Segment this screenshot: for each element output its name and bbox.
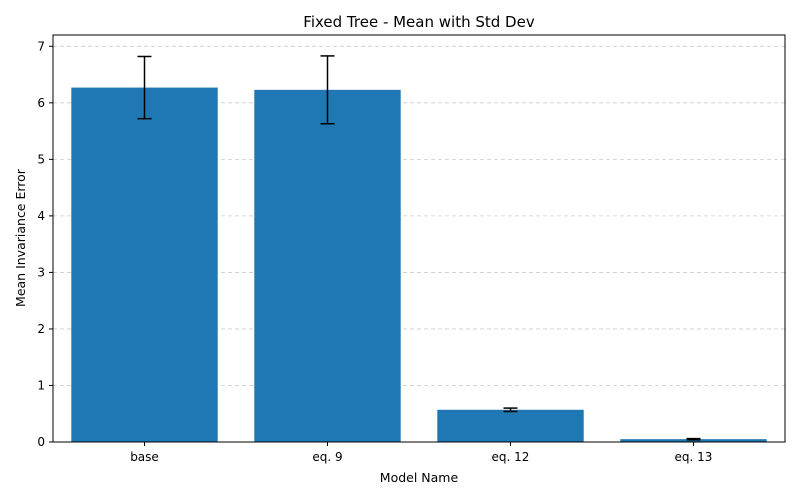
- bar-0: [71, 87, 218, 442]
- y-tick-label-7: 7: [37, 39, 45, 53]
- y-tick-label-2: 2: [37, 322, 45, 336]
- bar-1: [254, 89, 401, 443]
- x-axis-label: Model Name: [380, 470, 459, 485]
- bar-3: [620, 439, 767, 442]
- y-tick-label-6: 6: [37, 96, 45, 110]
- y-tick-label-3: 3: [37, 265, 45, 279]
- bars: [71, 87, 767, 443]
- bar-2: [437, 409, 584, 442]
- chart-title: Fixed Tree - Mean with Std Dev: [303, 13, 535, 31]
- y-axis-ticks: 0 1 2 3 4 5 6 7: [37, 39, 53, 449]
- y-tick-label-1: 1: [37, 378, 45, 392]
- error-bar-1: [320, 55, 335, 125]
- y-tick-label-4: 4: [37, 209, 45, 223]
- y-axis-label: Mean Invariance Error: [13, 168, 28, 307]
- error-bar-3: [686, 437, 701, 441]
- x-tick-label-1: eq. 9: [312, 450, 342, 464]
- error-bar-0: [137, 55, 152, 120]
- x-tick-label-3: eq. 13: [675, 450, 713, 464]
- x-tick-label-0: base: [130, 450, 159, 464]
- y-tick-label-0: 0: [37, 435, 45, 449]
- x-axis-ticks: base eq. 9 eq. 12 eq. 13: [130, 442, 712, 464]
- error-bars: [137, 55, 701, 441]
- x-tick-label-2: eq. 12: [492, 450, 530, 464]
- plot-frame: [52, 34, 786, 443]
- error-bar-2: [503, 407, 518, 413]
- y-tick-label-5: 5: [37, 152, 45, 166]
